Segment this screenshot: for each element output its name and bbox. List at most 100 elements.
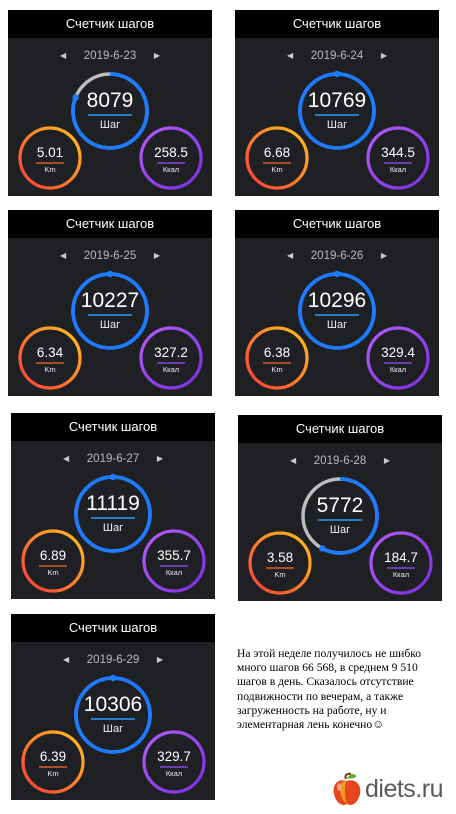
steps-progress-marker xyxy=(109,473,117,481)
calories-ring xyxy=(142,529,206,593)
distance-unit-label: Km xyxy=(44,165,56,174)
distance-ring xyxy=(21,529,85,593)
panel-title: Счетчик шагов xyxy=(11,614,215,642)
date-selector: ◀ 2019-6-28 ▶ xyxy=(238,453,442,469)
prev-day-icon[interactable]: ◀ xyxy=(63,454,70,463)
panel-title: Счетчик шагов xyxy=(8,210,212,238)
calories-value: 329.4 xyxy=(381,345,415,360)
step-counter-panel: Счетчик шагов ◀ 2019-6-25 ▶ 10227 Шаг 6.34 Km 32… xyxy=(8,210,212,396)
activity-rings xyxy=(245,70,430,190)
calories-ring xyxy=(139,126,203,190)
distance-value: 6.68 xyxy=(263,145,291,160)
apple-icon xyxy=(333,772,361,805)
week-summary-note: На этой неделе получилось не шибко много… xyxy=(237,647,447,732)
prev-day-icon[interactable]: ◀ xyxy=(290,456,297,465)
distance-unit-label: Km xyxy=(47,568,59,577)
calories-unit-label: Ккал xyxy=(165,568,183,577)
step-counter-panel: Счетчик шагов ◀ 2019-6-26 ▶ 10296 Шаг 6.38 Km 32… xyxy=(235,210,439,396)
distance-ring xyxy=(245,126,309,190)
steps-progress-marker xyxy=(333,270,341,278)
steps-progress-marker xyxy=(109,674,117,682)
steps-value: 5772 xyxy=(316,494,364,517)
date-label: 2019-6-28 xyxy=(313,455,367,467)
date-selector: ◀ 2019-6-23 ▶ xyxy=(8,48,212,64)
steps-unit-label: Шаг xyxy=(102,522,124,534)
calories-ring xyxy=(139,326,203,390)
calories-unit-label: Ккал xyxy=(162,165,180,174)
distance-unit-label: Km xyxy=(47,769,59,778)
activity-rings xyxy=(18,70,203,190)
step-counter-panel: Счетчик шагов ◀ 2019-6-23 ▶ 8079 Шаг 5.01 Km 258… xyxy=(8,10,212,196)
calories-unit-label: Ккал xyxy=(389,365,407,374)
next-day-icon[interactable]: ▶ xyxy=(380,251,387,260)
step-counter-panel: Счетчик шагов ◀ 2019-6-29 ▶ 10306 Шаг 6.39 Km 32… xyxy=(11,614,215,800)
activity-rings xyxy=(245,270,430,390)
next-day-icon[interactable]: ▶ xyxy=(153,251,160,260)
step-counter-panel: Счетчик шагов ◀ 2019-6-27 ▶ 11119 Шаг 6.89 Km 35… xyxy=(11,413,215,599)
distance-ring xyxy=(21,730,85,794)
prev-day-icon[interactable]: ◀ xyxy=(287,251,294,260)
prev-day-icon[interactable]: ◀ xyxy=(60,51,67,60)
calories-unit-label: Ккал xyxy=(162,365,180,374)
calories-ring xyxy=(369,531,433,595)
calories-unit-label: Ккал xyxy=(165,769,183,778)
calories-value: 184.7 xyxy=(384,550,418,565)
calories-value: 355.7 xyxy=(157,548,191,563)
date-label: 2019-6-25 xyxy=(83,250,137,262)
step-counter-panel: Счетчик шагов ◀ 2019-6-28 ▶ 5772 Шаг 3.58 Km 184… xyxy=(238,415,442,601)
activity-rings xyxy=(248,475,433,595)
steps-unit-label: Шаг xyxy=(326,119,348,131)
calories-value: 258.5 xyxy=(154,145,188,160)
diets-ru-logo: diets.ru xyxy=(330,772,456,808)
next-day-icon[interactable]: ▶ xyxy=(380,51,387,60)
steps-unit-label: Шаг xyxy=(99,319,121,331)
distance-unit-label: Km xyxy=(274,570,286,579)
distance-value: 6.39 xyxy=(39,749,67,764)
next-day-icon[interactable]: ▶ xyxy=(156,655,163,664)
calories-unit-label: Ккал xyxy=(392,570,410,579)
activity-rings xyxy=(21,473,206,593)
distance-value: 3.58 xyxy=(266,550,294,565)
steps-progress-arc xyxy=(301,477,379,555)
panel-title: Счетчик шагов xyxy=(235,210,439,238)
steps-unit-label: Шаг xyxy=(329,524,351,536)
distance-ring xyxy=(245,326,309,390)
steps-unit-label: Шаг xyxy=(102,723,124,735)
steps-value: 10227 xyxy=(80,289,140,312)
date-selector: ◀ 2019-6-29 ▶ xyxy=(11,652,215,668)
calories-value: 327.2 xyxy=(154,345,188,360)
date-label: 2019-6-27 xyxy=(86,453,140,465)
date-selector: ◀ 2019-6-25 ▶ xyxy=(8,248,212,264)
steps-progress-arc xyxy=(71,72,149,150)
date-label: 2019-6-29 xyxy=(86,654,140,666)
distance-ring xyxy=(18,126,82,190)
date-label: 2019-6-26 xyxy=(310,250,364,262)
next-day-icon[interactable]: ▶ xyxy=(153,51,160,60)
panel-title: Счетчик шагов xyxy=(11,413,215,441)
next-day-icon[interactable]: ▶ xyxy=(383,456,390,465)
distance-unit-label: Km xyxy=(271,365,283,374)
distance-value: 5.01 xyxy=(36,145,64,160)
distance-ring xyxy=(18,326,82,390)
distance-unit-label: Km xyxy=(271,165,283,174)
activity-rings xyxy=(21,674,206,794)
panel-title: Счетчик шагов xyxy=(238,415,442,443)
prev-day-icon[interactable]: ◀ xyxy=(287,51,294,60)
step-counter-panel: Счетчик шагов ◀ 2019-6-24 ▶ 10769 Шаг 6.68 Km 34… xyxy=(235,10,439,196)
week-summary-text: На этой неделе получилось не шибко много… xyxy=(237,647,422,732)
calories-ring xyxy=(366,326,430,390)
calories-ring xyxy=(142,730,206,794)
date-selector: ◀ 2019-6-27 ▶ xyxy=(11,451,215,467)
panel-title: Счетчик шагов xyxy=(235,10,439,38)
prev-day-icon[interactable]: ◀ xyxy=(60,251,67,260)
calories-value: 329.7 xyxy=(157,749,191,764)
steps-value: 10296 xyxy=(307,289,367,312)
steps-value: 11119 xyxy=(86,492,140,515)
steps-value: 10306 xyxy=(83,693,143,716)
steps-unit-label: Шаг xyxy=(326,319,348,331)
steps-unit-label: Шаг xyxy=(99,119,121,131)
date-label: 2019-6-24 xyxy=(310,50,364,62)
prev-day-icon[interactable]: ◀ xyxy=(63,655,70,664)
next-day-icon[interactable]: ▶ xyxy=(156,454,163,463)
steps-value: 10769 xyxy=(307,89,367,112)
